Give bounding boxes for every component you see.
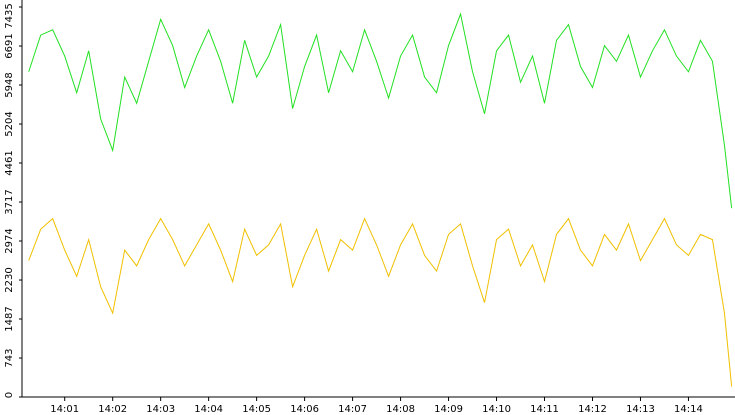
y-tick-label: 3717 bbox=[4, 189, 15, 214]
y-tick-label: 5948 bbox=[4, 72, 15, 97]
x-tick-label: 14:02 bbox=[98, 404, 127, 415]
x-tick-label: 14:13 bbox=[626, 404, 655, 415]
x-tick-label: 14:12 bbox=[578, 404, 607, 415]
x-tick-label: 14:04 bbox=[194, 404, 223, 415]
x-tick-label: 14:05 bbox=[242, 404, 271, 415]
y-tick-label: 2974 bbox=[4, 228, 15, 253]
series-line bbox=[28, 217, 733, 387]
y-tick-label: 5204 bbox=[4, 111, 15, 136]
x-tick-label: 14:01 bbox=[50, 404, 79, 415]
y-tick-label: 4461 bbox=[4, 150, 15, 175]
x-tick-label: 14:03 bbox=[146, 404, 175, 415]
x-tick-label: 14:06 bbox=[290, 404, 319, 415]
series-line bbox=[28, 12, 733, 209]
x-tick-label: 14:08 bbox=[386, 404, 415, 415]
y-tick-label: 1487 bbox=[4, 306, 15, 331]
x-tick-label: 14:09 bbox=[434, 404, 463, 415]
y-tick-label: 743 bbox=[4, 348, 15, 367]
y-tick-label: 6691 bbox=[4, 33, 15, 58]
x-tick-label: 14:14 bbox=[674, 404, 703, 415]
y-tick-label: 7435 bbox=[4, 3, 15, 28]
x-tick-label: 14:11 bbox=[530, 404, 559, 415]
x-tick-label: 14:07 bbox=[338, 404, 367, 415]
x-tick-label: 14:10 bbox=[482, 404, 511, 415]
y-tick-label: 2230 bbox=[4, 267, 15, 292]
y-tick-label: 0 bbox=[4, 392, 15, 398]
